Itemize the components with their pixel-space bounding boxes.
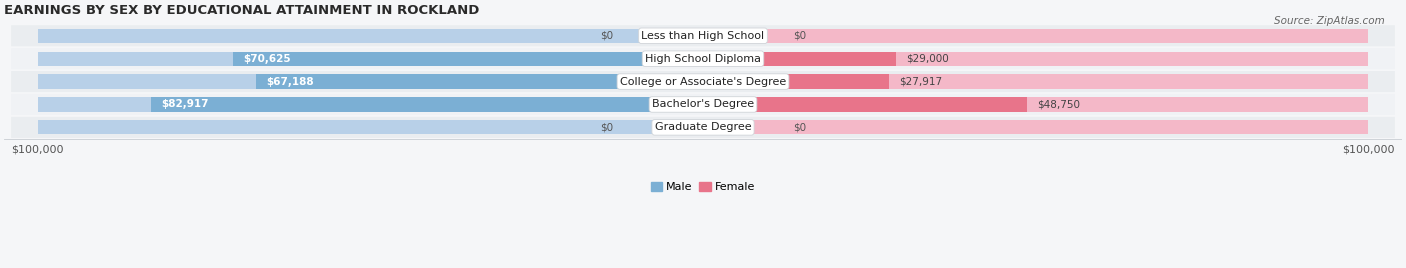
Bar bbox=[703, 97, 1368, 111]
Text: EARNINGS BY SEX BY EDUCATIONAL ATTAINMENT IN ROCKLAND: EARNINGS BY SEX BY EDUCATIONAL ATTAINMEN… bbox=[4, 4, 479, 17]
Bar bbox=[38, 51, 703, 66]
Bar bbox=[38, 29, 703, 43]
FancyBboxPatch shape bbox=[11, 71, 1395, 92]
Bar bbox=[233, 51, 703, 66]
Text: High School Diploma: High School Diploma bbox=[645, 54, 761, 64]
Text: $67,188: $67,188 bbox=[266, 77, 314, 87]
Legend: Male, Female: Male, Female bbox=[647, 177, 759, 196]
FancyBboxPatch shape bbox=[11, 94, 1395, 115]
Bar bbox=[703, 51, 896, 66]
Bar bbox=[703, 29, 1368, 43]
Text: $82,917: $82,917 bbox=[162, 99, 209, 109]
Bar bbox=[703, 75, 889, 89]
Text: $0: $0 bbox=[600, 122, 613, 132]
Text: $29,000: $29,000 bbox=[905, 54, 949, 64]
Bar bbox=[703, 97, 1028, 111]
Bar bbox=[703, 51, 1368, 66]
Bar bbox=[703, 75, 1368, 89]
Text: College or Associate's Degree: College or Associate's Degree bbox=[620, 77, 786, 87]
Text: $27,917: $27,917 bbox=[898, 77, 942, 87]
Text: Bachelor's Degree: Bachelor's Degree bbox=[652, 99, 754, 109]
Bar bbox=[256, 75, 703, 89]
Bar bbox=[38, 120, 703, 135]
Bar bbox=[38, 75, 703, 89]
FancyBboxPatch shape bbox=[11, 117, 1395, 138]
Text: $0: $0 bbox=[793, 31, 806, 41]
Text: Less than High School: Less than High School bbox=[641, 31, 765, 41]
Text: $48,750: $48,750 bbox=[1038, 99, 1080, 109]
Bar bbox=[703, 120, 1368, 135]
Bar bbox=[152, 97, 703, 111]
Text: $0: $0 bbox=[600, 31, 613, 41]
Text: Source: ZipAtlas.com: Source: ZipAtlas.com bbox=[1274, 16, 1385, 26]
FancyBboxPatch shape bbox=[11, 48, 1395, 69]
Text: $0: $0 bbox=[793, 122, 806, 132]
FancyBboxPatch shape bbox=[11, 25, 1395, 46]
Text: $70,625: $70,625 bbox=[243, 54, 291, 64]
Bar bbox=[38, 97, 703, 111]
Text: Graduate Degree: Graduate Degree bbox=[655, 122, 751, 132]
